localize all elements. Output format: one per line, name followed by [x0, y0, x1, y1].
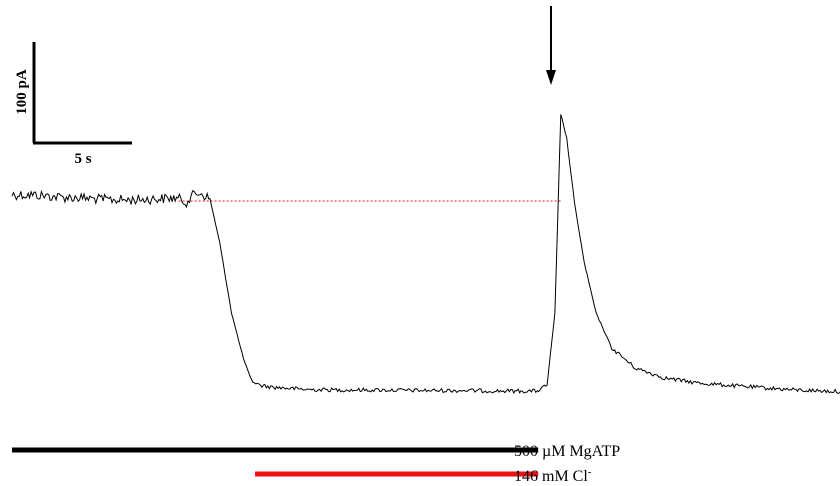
peak-arrow-head [546, 70, 556, 85]
mgatp-bar-label: 500 µM MgATP [514, 443, 620, 460]
scale-bar: 100 pA 5 s [14, 42, 132, 167]
scale-bar-time-label: 5 s [74, 151, 91, 167]
application-bars: 500 µM MgATP 146 mM Cl- [12, 443, 620, 485]
peak-arrow [546, 6, 556, 85]
current-trace [11, 114, 840, 395]
scale-bar-current-label: 100 pA [14, 69, 30, 115]
chloride-bar-label: 146 mM Cl- [514, 466, 592, 485]
